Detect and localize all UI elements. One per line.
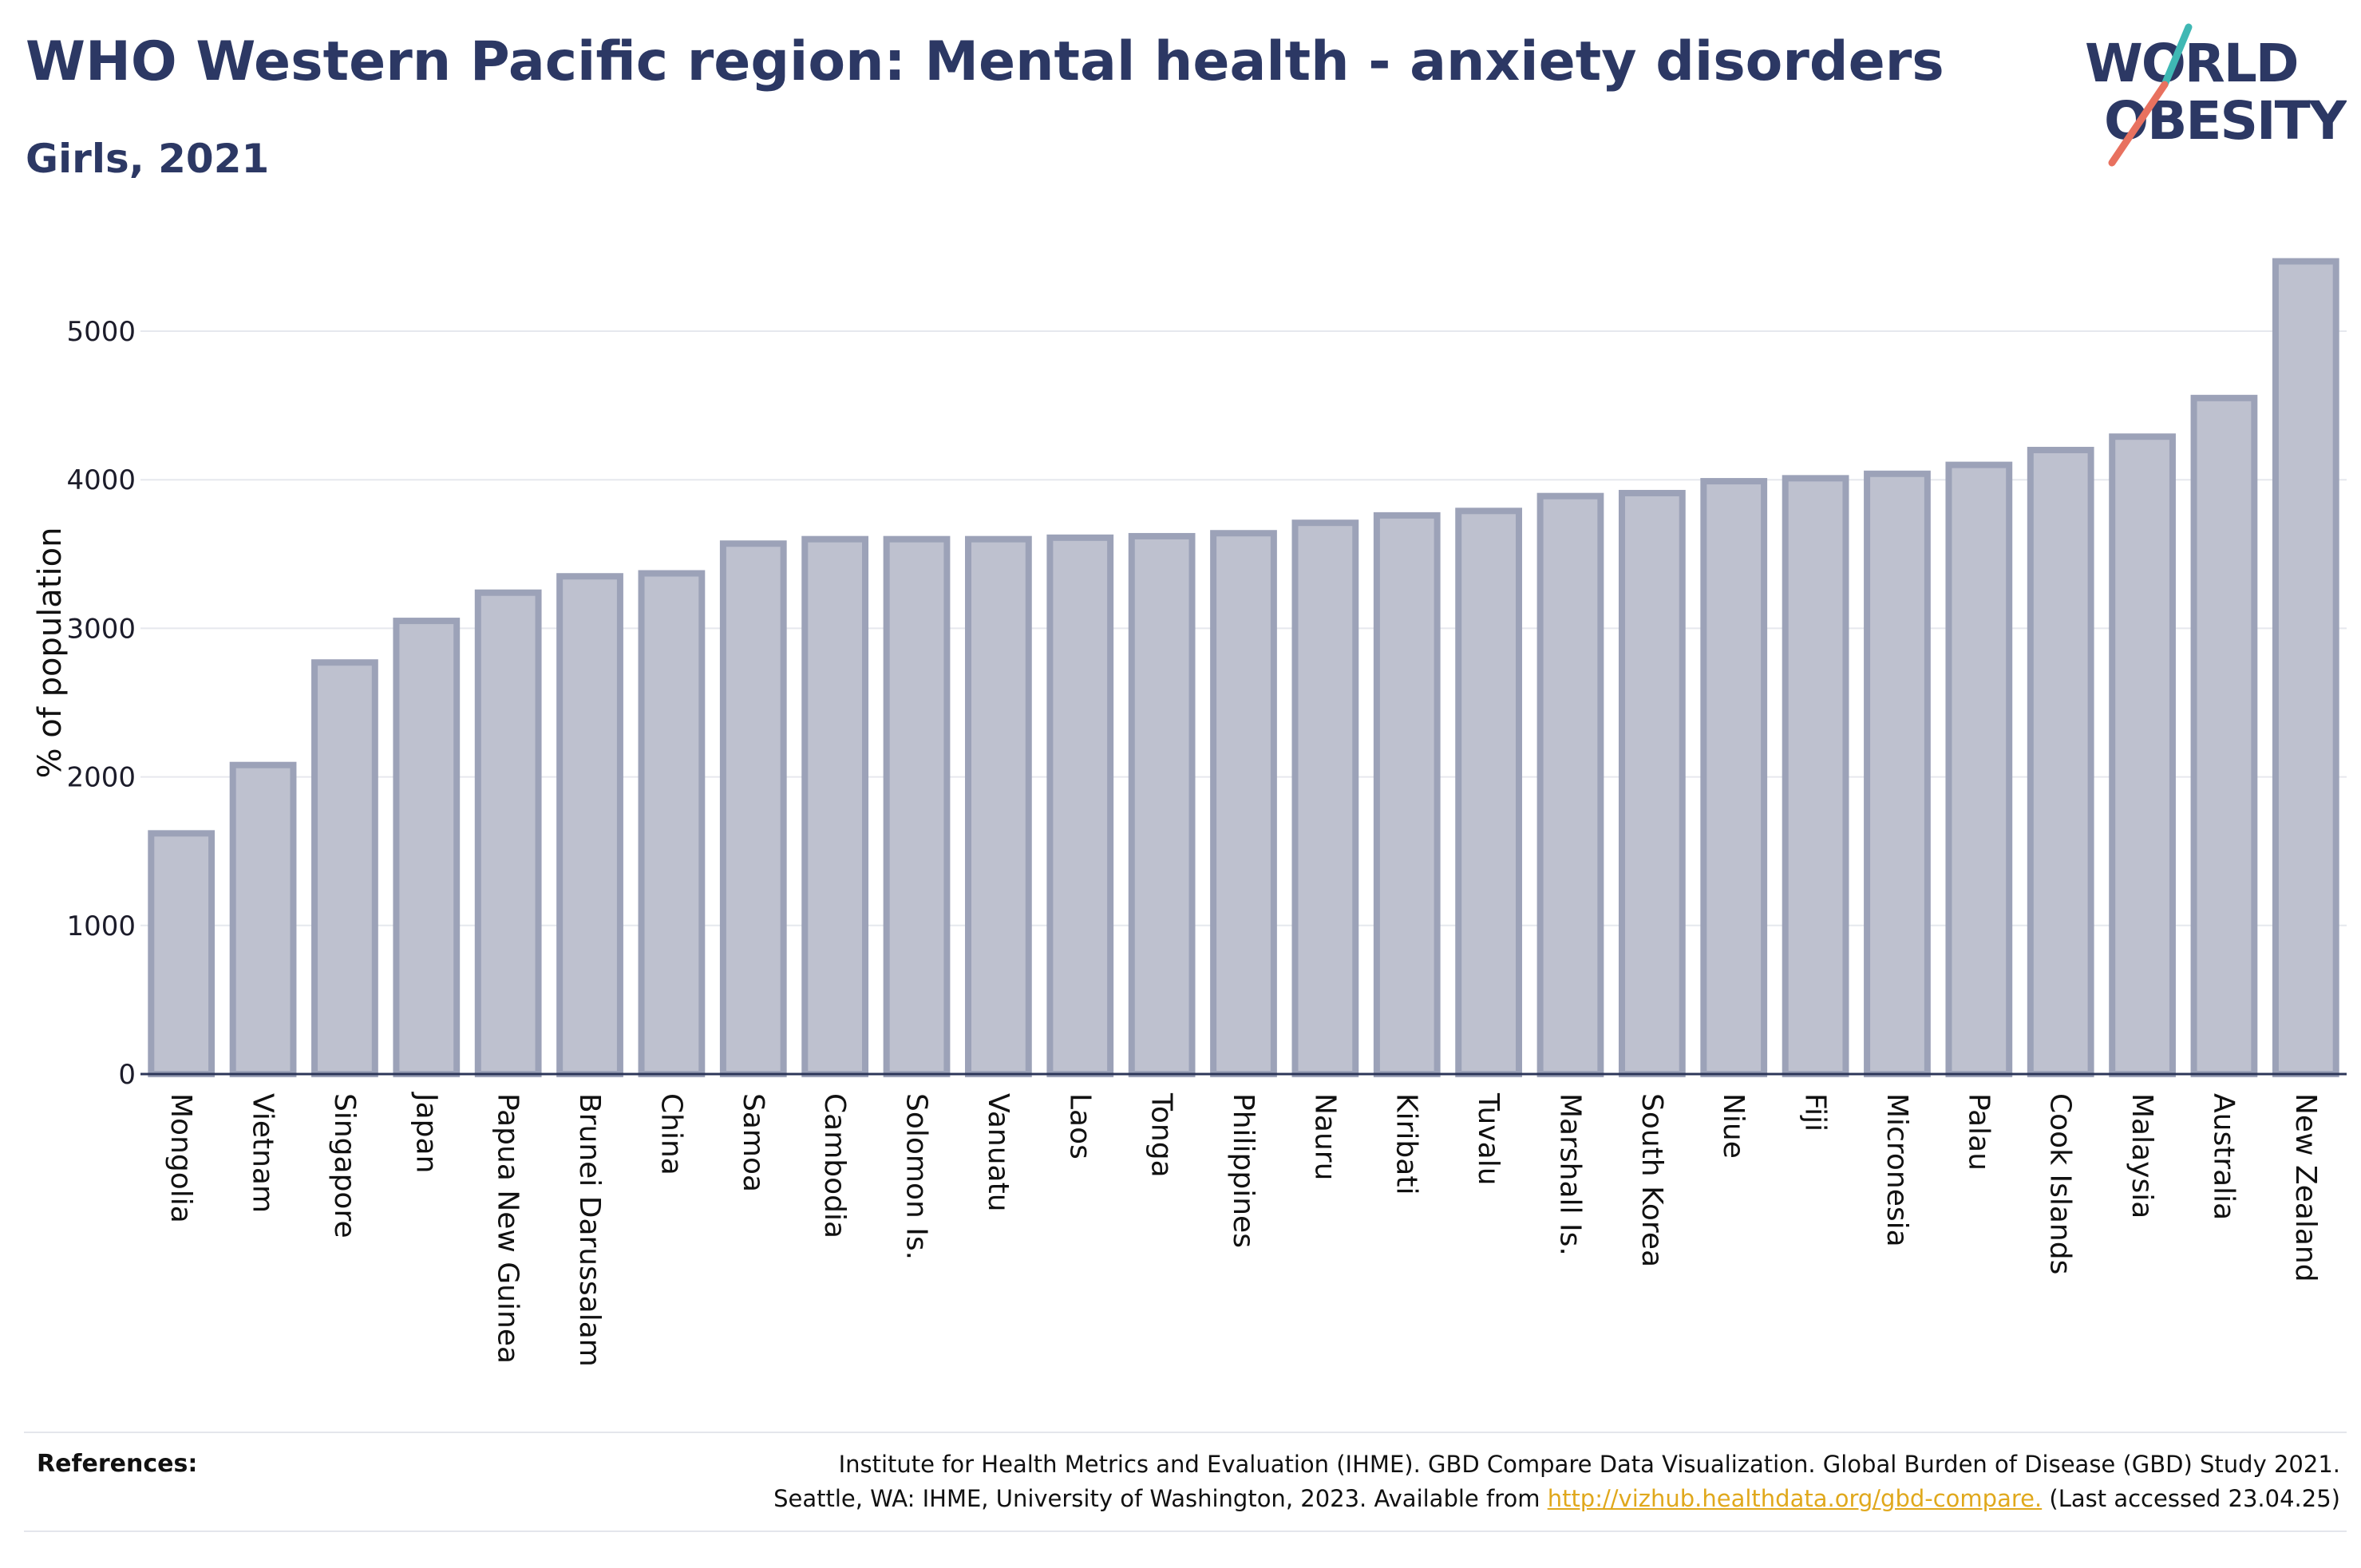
bar — [1291, 519, 1359, 1077]
bar — [556, 573, 623, 1077]
bar — [148, 830, 216, 1077]
x-tick-label: Micronesia — [1880, 1093, 1913, 1247]
bar-chart: 0 1000 2000 3000 4000 5000 Mongolia Vietnam Sin… — [32, 258, 2347, 1367]
bar — [1782, 475, 1849, 1077]
bar — [2027, 446, 2094, 1077]
logo-slash-teal — [2161, 23, 2193, 89]
x-tick-label: Samoa — [737, 1093, 769, 1192]
x-tick-label: Kiribati — [1390, 1093, 1423, 1195]
x-tick-label: Palau — [1962, 1093, 1995, 1171]
x-tick-label: Mongolia — [164, 1093, 197, 1223]
bar — [2190, 394, 2258, 1078]
y-tick-label: 0 — [118, 1059, 136, 1091]
world-obesity-logo: WORLD OBESITY — [2075, 22, 2347, 174]
x-tick-label: Tuvalu — [1472, 1092, 1505, 1186]
x-tick-label: Cambodia — [818, 1093, 851, 1238]
x-tick-labels: Mongolia Vietnam Singapore Japan Papua New G… — [164, 1092, 2322, 1367]
x-tick-label: China — [655, 1093, 687, 1175]
chart-subtitle: Girls, 2021 — [26, 136, 270, 182]
reference-line-2-prefix: Seattle, WA: IHME, University of Washing… — [773, 1485, 1540, 1512]
bar — [638, 570, 706, 1077]
reference-link[interactable]: http://vizhub.healthdata.org/gbd-compare… — [1547, 1485, 2043, 1512]
x-tick-label: Cook Islands — [2044, 1093, 2077, 1274]
bar — [719, 540, 787, 1077]
x-tick-label: Vietnam — [247, 1093, 279, 1213]
bar — [393, 618, 461, 1077]
y-tick-label: 5000 — [66, 316, 136, 348]
y-axis-label: % of population — [32, 527, 69, 779]
chart-title: WHO Western Pacific region: Mental healt… — [26, 30, 1944, 93]
bar — [965, 535, 1032, 1077]
bar — [1945, 461, 2013, 1077]
x-tick-label: Tonga — [1145, 1092, 1178, 1178]
bar — [1455, 508, 1522, 1077]
reference-line-2-suffix: (Last accessed 23.04.25) — [2049, 1485, 2340, 1512]
references-text: Institute for Health Metrics and Evaluat… — [773, 1448, 2340, 1516]
x-tick-label: South Korea — [1635, 1093, 1668, 1267]
bar — [1536, 492, 1604, 1077]
x-tick-label: New Zealand — [2289, 1093, 2322, 1282]
y-tick-label: 2000 — [66, 762, 136, 794]
bar — [1618, 489, 1686, 1077]
bar — [1700, 478, 1768, 1077]
x-tick-label: Nauru — [1308, 1093, 1341, 1180]
y-tick-labels: 0 1000 2000 3000 4000 5000 — [66, 316, 136, 1091]
y-tick-label: 3000 — [66, 613, 136, 645]
bar — [2109, 433, 2176, 1077]
bar — [1373, 511, 1441, 1077]
bar — [1864, 470, 1931, 1077]
y-tick-label: 4000 — [66, 464, 136, 496]
x-tick-label: Brunei Darussalam — [573, 1093, 606, 1367]
logo-slash-coral — [2108, 81, 2169, 167]
x-tick-label: Singapore — [328, 1093, 361, 1238]
references-bottom-divider — [24, 1530, 2347, 1532]
references-label: References: — [37, 1450, 198, 1478]
x-tick-label: Laos — [1063, 1093, 1096, 1159]
reference-line-2: Seattle, WA: IHME, University of Washing… — [773, 1482, 2340, 1516]
x-tick-label: Solomon Is. — [900, 1093, 933, 1260]
x-tick-label: Philippines — [1227, 1093, 1260, 1248]
x-tick-label: Papua New Guinea — [492, 1093, 524, 1364]
x-tick-label: Japan — [409, 1092, 442, 1173]
bar — [801, 535, 869, 1077]
references-top-divider — [24, 1432, 2347, 1433]
x-tick-label: Australia — [2207, 1093, 2240, 1220]
x-tick-label: Vanuatu — [982, 1093, 1014, 1212]
x-tick-label: Malaysia — [2126, 1093, 2158, 1218]
bar — [474, 589, 542, 1077]
bar — [2272, 258, 2339, 1077]
bar — [229, 761, 297, 1077]
bars — [148, 258, 2339, 1078]
bar — [311, 659, 378, 1077]
bar — [1046, 534, 1114, 1077]
x-tick-label: Marshall Is. — [1553, 1093, 1586, 1256]
bar — [883, 535, 951, 1077]
reference-line-1: Institute for Health Metrics and Evaluat… — [838, 1451, 2340, 1478]
x-tick-label: Niue — [1717, 1093, 1750, 1159]
x-tick-label: Fiji — [1799, 1093, 1832, 1132]
logo-word-world: WORLD — [2085, 33, 2298, 94]
bar — [1210, 530, 1277, 1077]
y-tick-label: 1000 — [66, 910, 136, 942]
bar — [1128, 532, 1196, 1077]
